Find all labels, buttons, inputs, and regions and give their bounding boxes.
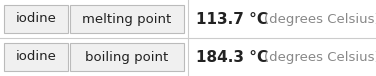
FancyBboxPatch shape (4, 5, 68, 33)
Text: iodine: iodine (15, 12, 56, 26)
FancyBboxPatch shape (70, 5, 184, 33)
FancyBboxPatch shape (70, 43, 184, 71)
Text: 113.7 °C: 113.7 °C (196, 11, 273, 27)
Text: 184.3 °C: 184.3 °C (196, 49, 273, 65)
Text: boiling point: boiling point (85, 50, 168, 64)
Text: melting point: melting point (82, 12, 171, 26)
FancyBboxPatch shape (4, 43, 68, 71)
Text: (degrees Celsius): (degrees Celsius) (264, 50, 376, 64)
Text: (degrees Celsius): (degrees Celsius) (264, 12, 376, 26)
Text: iodine: iodine (15, 50, 56, 64)
